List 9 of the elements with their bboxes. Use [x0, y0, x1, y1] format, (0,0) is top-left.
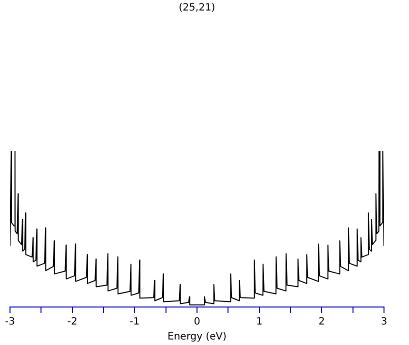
chart-title: (25,21)	[178, 2, 216, 14]
x-tick-label: 3	[380, 316, 388, 328]
x-axis-title: Energy (eV)	[168, 332, 227, 343]
x-tick-label: -1	[130, 316, 140, 328]
x-tick-label: 0	[194, 316, 200, 328]
x-tick-label: -3	[5, 316, 15, 328]
x-tick-label: -2	[67, 316, 78, 328]
x-tick-label: 2	[318, 316, 325, 328]
x-tick-label: 1	[256, 316, 263, 328]
